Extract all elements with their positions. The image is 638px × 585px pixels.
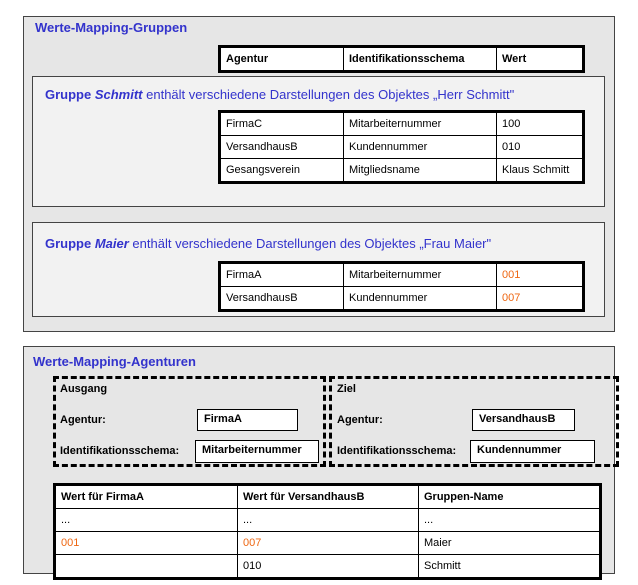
table-row: VersandhausB Kundennummer 007 (219, 286, 584, 311)
source-agency-label: Agentur: (60, 414, 106, 426)
target-agency-label: Agentur: (337, 414, 383, 426)
header-agentur: Agentur (219, 46, 344, 72)
header-wert: Wert (496, 46, 584, 72)
agencies-title: Werte-Mapping-Agenturen (33, 354, 196, 369)
header-group-name: Gruppen-Name (418, 484, 601, 509)
source-title: Ausgang (60, 383, 108, 395)
table-row: 001 007 Maier (54, 531, 601, 555)
table-row: FirmaC Mitarbeiternummer 100 (219, 111, 584, 136)
source-scheme-label: Identifikationsschema: (60, 445, 180, 457)
group-schmitt-title: Gruppe Schmitt enthält verschiedene Dars… (45, 87, 515, 102)
target-box (329, 376, 619, 467)
source-agency-field[interactable]: FirmaA (197, 409, 298, 431)
agency-mapping-table: Wert für FirmaA Wert für VersandhausB Grup… (53, 483, 602, 580)
header-value-versandhausb: Wert für VersandhausB (237, 484, 419, 509)
group-maier-table: FirmaA Mitarbeiternummer 001 VersandhausB K… (218, 261, 585, 312)
group-schmitt-table: FirmaC Mitarbeiternummer 100 VersandhausB K… (218, 110, 585, 184)
table-row: FirmaA Mitarbeiternummer 001 (219, 262, 584, 287)
table-row: VersandhausB Kundennummer 010 (219, 135, 584, 159)
header-value-firmaa: Wert für FirmaA (54, 484, 238, 509)
target-title: Ziel (337, 383, 356, 395)
target-scheme-label: Identifikationsschema: (337, 445, 457, 457)
groups-header-table: Agentur Identifikationsschema Wert (218, 45, 585, 73)
group-maier-title: Gruppe Maier enthält verschiedene Darste… (45, 236, 492, 251)
table-row: ......... (54, 508, 601, 532)
table-row: Gesangsverein Mitgliedsname Klaus Schmitt (219, 158, 584, 183)
target-scheme-field[interactable]: Kundennummer (470, 440, 595, 463)
table-row: 010 Schmitt (54, 554, 601, 579)
source-scheme-field[interactable]: Mitarbeiternummer (195, 440, 319, 463)
groups-title: Werte-Mapping-Gruppen (35, 20, 188, 35)
source-box (53, 376, 326, 467)
header-schema: Identifikationsschema (343, 46, 497, 72)
target-agency-field[interactable]: VersandhausB (472, 409, 575, 431)
